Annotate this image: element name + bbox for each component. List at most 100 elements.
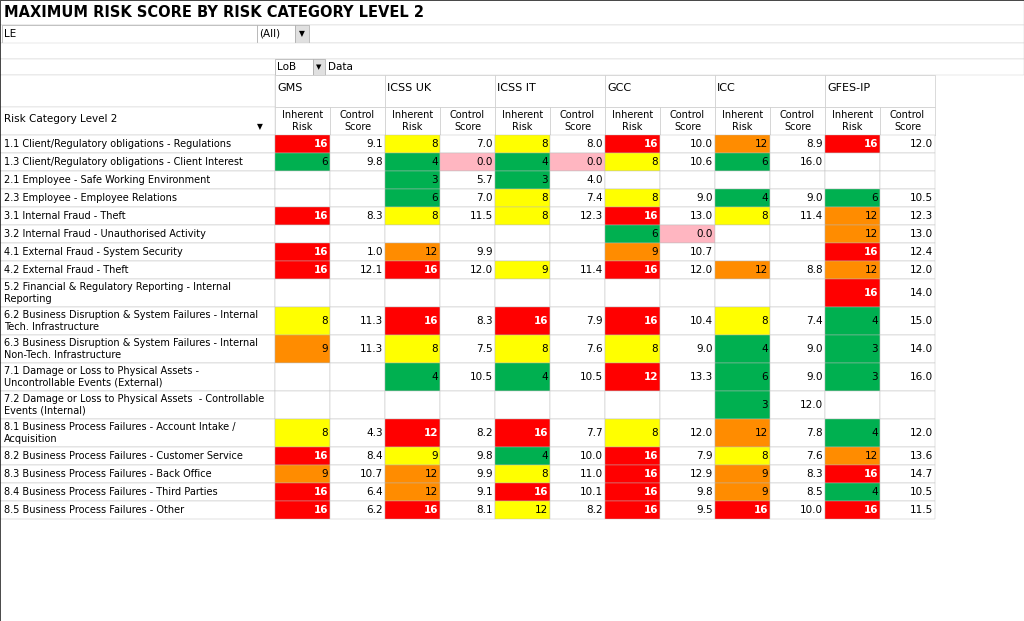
Bar: [330, 307, 385, 335]
Text: 16: 16: [863, 469, 878, 479]
Bar: [330, 243, 385, 261]
Bar: [0, 261, 275, 279]
Text: 8.5: 8.5: [806, 487, 823, 497]
Text: 16: 16: [754, 505, 768, 515]
Bar: [495, 243, 550, 261]
Bar: [770, 171, 825, 189]
Bar: [385, 261, 440, 279]
Text: 10.4: 10.4: [690, 316, 713, 326]
Bar: [550, 465, 605, 483]
Text: 3.2 Internal Fraud - Unauthorised Activity: 3.2 Internal Fraud - Unauthorised Activi…: [4, 229, 206, 239]
Bar: [495, 483, 550, 501]
Text: 16: 16: [643, 316, 658, 326]
Text: (All): (All): [259, 29, 281, 39]
Text: 7.7: 7.7: [587, 428, 603, 438]
Text: 11.5: 11.5: [909, 505, 933, 515]
Text: 11.5: 11.5: [470, 211, 493, 221]
Bar: [550, 243, 605, 261]
Text: 11.4: 11.4: [800, 211, 823, 221]
Bar: [825, 465, 880, 483]
Text: Risk Category Level 2: Risk Category Level 2: [4, 114, 118, 124]
Bar: [660, 107, 715, 135]
Bar: [385, 75, 495, 107]
Bar: [275, 419, 330, 447]
Text: 16: 16: [313, 505, 328, 515]
Text: 10.5: 10.5: [580, 372, 603, 382]
Bar: [715, 207, 770, 225]
Text: 13.3: 13.3: [690, 372, 713, 382]
Bar: [715, 153, 770, 171]
Bar: [0, 25, 1024, 43]
Bar: [770, 335, 825, 363]
Bar: [825, 75, 935, 107]
Bar: [385, 501, 440, 519]
Text: 4.2 External Fraud - Theft: 4.2 External Fraud - Theft: [4, 265, 128, 275]
Text: 8.3: 8.3: [806, 469, 823, 479]
Bar: [880, 363, 935, 391]
Bar: [605, 363, 660, 391]
Bar: [605, 447, 660, 465]
Text: 4.1 External Fraud - System Security: 4.1 External Fraud - System Security: [4, 247, 182, 257]
Text: 16: 16: [313, 451, 328, 461]
Bar: [715, 419, 770, 447]
Text: LoB: LoB: [278, 62, 296, 72]
Bar: [605, 501, 660, 519]
Bar: [0, 447, 275, 465]
Text: 10.5: 10.5: [910, 193, 933, 203]
Text: LE: LE: [4, 29, 16, 39]
Text: 7.6: 7.6: [806, 451, 823, 461]
Text: 10.0: 10.0: [580, 451, 603, 461]
Bar: [295, 25, 309, 43]
Bar: [550, 447, 605, 465]
Bar: [385, 447, 440, 465]
Bar: [495, 391, 550, 419]
Text: 12.0: 12.0: [690, 428, 713, 438]
Bar: [330, 447, 385, 465]
Text: 8.1 Business Process Failures - Account Intake /
Acquisition: 8.1 Business Process Failures - Account …: [4, 422, 236, 444]
Text: 16: 16: [424, 265, 438, 275]
Bar: [440, 335, 495, 363]
Bar: [0, 465, 275, 483]
Text: 4: 4: [542, 451, 548, 461]
Bar: [605, 391, 660, 419]
Bar: [385, 171, 440, 189]
Bar: [0, 43, 1024, 59]
Text: 8.8: 8.8: [806, 265, 823, 275]
Text: 16.0: 16.0: [800, 157, 823, 167]
Bar: [825, 261, 880, 279]
Text: 8: 8: [762, 211, 768, 221]
Text: 7.2 Damage or Loss to Physical Assets  - Controllable
Events (Internal): 7.2 Damage or Loss to Physical Assets - …: [4, 394, 264, 416]
Bar: [440, 153, 495, 171]
Bar: [660, 135, 715, 153]
Text: 3: 3: [431, 175, 438, 185]
Text: 8: 8: [431, 139, 438, 149]
Bar: [605, 207, 660, 225]
Text: 12.1: 12.1: [359, 265, 383, 275]
Text: 8: 8: [651, 344, 658, 354]
Text: 1.0: 1.0: [367, 247, 383, 257]
Text: 7.8: 7.8: [806, 428, 823, 438]
Text: 9: 9: [762, 487, 768, 497]
Text: 11.3: 11.3: [359, 344, 383, 354]
Text: 10.5: 10.5: [910, 487, 933, 497]
Bar: [440, 189, 495, 207]
Bar: [550, 307, 605, 335]
Bar: [770, 225, 825, 243]
Text: 12.3: 12.3: [580, 211, 603, 221]
Bar: [330, 363, 385, 391]
Text: 12: 12: [755, 139, 768, 149]
Text: 3: 3: [871, 344, 878, 354]
Text: 6.3 Business Disruption & System Failures - Internal
Non-Tech. Infrastructure: 6.3 Business Disruption & System Failure…: [4, 338, 258, 360]
Bar: [825, 335, 880, 363]
Text: Control
Score: Control Score: [890, 110, 925, 132]
Bar: [660, 207, 715, 225]
Text: 16: 16: [534, 428, 548, 438]
Bar: [330, 135, 385, 153]
Bar: [385, 307, 440, 335]
Bar: [715, 135, 770, 153]
Bar: [275, 207, 330, 225]
Bar: [880, 243, 935, 261]
Text: 5.7: 5.7: [476, 175, 493, 185]
Bar: [0, 107, 275, 135]
Bar: [660, 243, 715, 261]
